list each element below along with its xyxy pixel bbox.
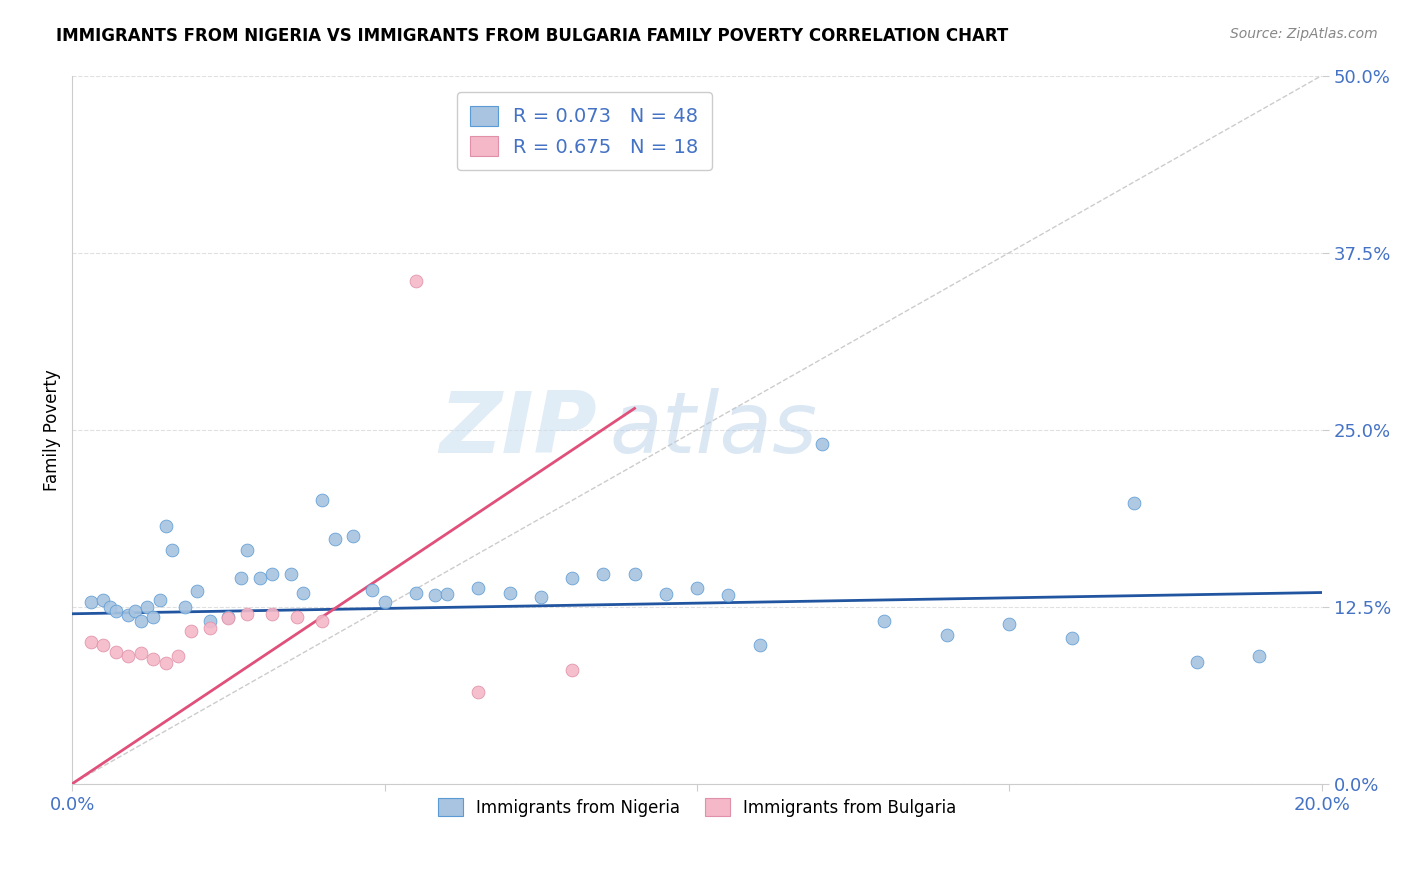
Point bbox=[262, 607, 284, 621]
Point bbox=[229, 571, 252, 585]
Point bbox=[198, 614, 221, 628]
Point bbox=[155, 519, 177, 533]
Point bbox=[142, 652, 165, 666]
Point bbox=[217, 611, 239, 625]
Point bbox=[155, 657, 177, 671]
Text: IMMIGRANTS FROM NIGERIA VS IMMIGRANTS FROM BULGARIA FAMILY POVERTY CORRELATION C: IMMIGRANTS FROM NIGERIA VS IMMIGRANTS FR… bbox=[56, 27, 1008, 45]
Point bbox=[936, 628, 959, 642]
Point bbox=[311, 493, 333, 508]
Point bbox=[262, 567, 284, 582]
Point bbox=[142, 609, 165, 624]
Point bbox=[136, 599, 159, 614]
Point bbox=[249, 571, 271, 585]
Point bbox=[93, 592, 115, 607]
Text: atlas: atlas bbox=[610, 388, 817, 471]
Point bbox=[80, 595, 103, 609]
Point bbox=[686, 581, 709, 595]
Point bbox=[623, 567, 645, 582]
Point bbox=[998, 616, 1021, 631]
Point bbox=[811, 437, 834, 451]
Point bbox=[530, 590, 553, 604]
Legend: Immigrants from Nigeria, Immigrants from Bulgaria: Immigrants from Nigeria, Immigrants from… bbox=[429, 790, 965, 825]
Point bbox=[124, 604, 146, 618]
Point bbox=[561, 571, 583, 585]
Point bbox=[198, 621, 221, 635]
Point bbox=[467, 684, 489, 698]
Point bbox=[104, 645, 127, 659]
Point bbox=[1185, 655, 1208, 669]
Point bbox=[1123, 496, 1146, 510]
Point bbox=[93, 638, 115, 652]
Point bbox=[292, 585, 315, 599]
Point bbox=[405, 585, 427, 599]
Point bbox=[186, 584, 208, 599]
Point bbox=[167, 649, 190, 664]
Point bbox=[342, 529, 364, 543]
Point bbox=[561, 664, 583, 678]
Point bbox=[467, 581, 489, 595]
Point bbox=[311, 614, 333, 628]
Point bbox=[1060, 631, 1083, 645]
Y-axis label: Family Poverty: Family Poverty bbox=[44, 368, 60, 491]
Point bbox=[748, 638, 770, 652]
Point bbox=[361, 582, 384, 597]
Point bbox=[498, 585, 520, 599]
Point bbox=[129, 647, 152, 661]
Point bbox=[129, 614, 152, 628]
Point bbox=[217, 609, 239, 624]
Point bbox=[117, 649, 139, 664]
Point bbox=[655, 587, 678, 601]
Point bbox=[98, 599, 121, 614]
Point bbox=[323, 532, 346, 546]
Point bbox=[104, 604, 127, 618]
Text: ZIP: ZIP bbox=[440, 388, 598, 471]
Point bbox=[1249, 649, 1271, 664]
Point bbox=[873, 614, 896, 628]
Point bbox=[173, 599, 195, 614]
Point bbox=[80, 635, 103, 649]
Point bbox=[160, 543, 183, 558]
Point bbox=[592, 567, 614, 582]
Text: Source: ZipAtlas.com: Source: ZipAtlas.com bbox=[1230, 27, 1378, 41]
Point bbox=[285, 609, 308, 624]
Point bbox=[374, 595, 396, 609]
Point bbox=[405, 274, 427, 288]
Point bbox=[423, 588, 446, 602]
Point bbox=[117, 608, 139, 623]
Point bbox=[180, 624, 202, 638]
Point bbox=[717, 588, 740, 602]
Point bbox=[436, 587, 458, 601]
Point bbox=[280, 567, 302, 582]
Point bbox=[236, 607, 259, 621]
Point bbox=[236, 543, 259, 558]
Point bbox=[149, 592, 172, 607]
